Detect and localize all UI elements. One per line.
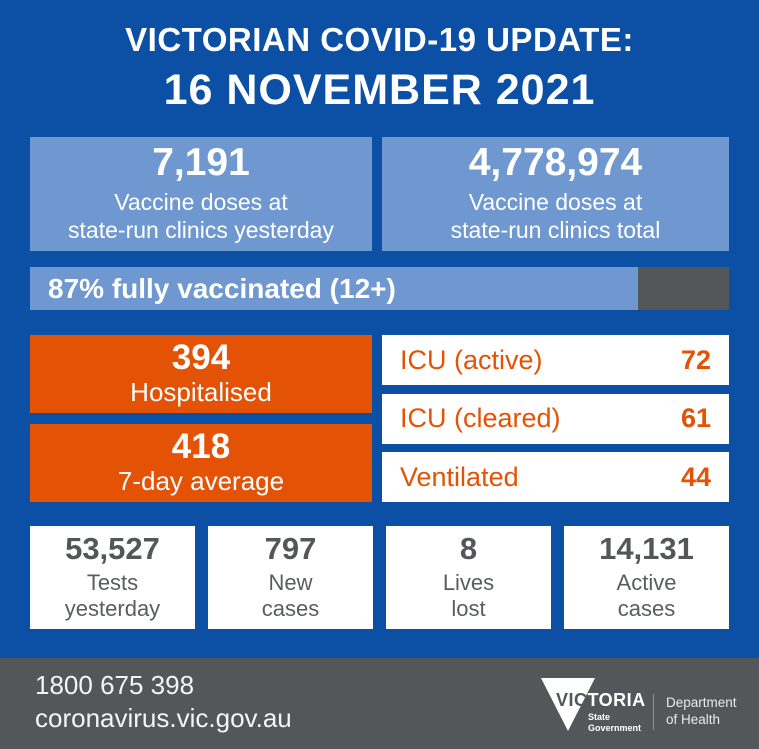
vaccine-doses-total-tile: 4,778,974 Vaccine doses at state-run cli… [382, 137, 729, 251]
victoria-wordmark-carved: VIC [556, 690, 588, 710]
ventilated-row: Ventilated 44 [382, 452, 729, 502]
hospitalised-label: Hospitalised [130, 377, 272, 408]
vaccine-doses-row: 7,191 Vaccine doses at state-run clinics… [30, 137, 729, 251]
new-cases-value: 797 [264, 531, 317, 567]
icu-cleared-value: 61 [680, 403, 711, 433]
state-label: State [588, 712, 611, 722]
daily-summary-row: 53,527 Tests yesterday 797 New cases 8 L… [30, 526, 729, 629]
caption-line: Vaccine doses at [468, 189, 643, 216]
victoria-wordmark: VICTORIA [556, 690, 646, 711]
vaccine-doses-yesterday-tile: 7,191 Vaccine doses at state-run clinics… [30, 137, 372, 251]
footer-contact: 1800 675 398 coronavirus.vic.gov.au [35, 669, 292, 735]
lives-lost-tile: 8 Lives lost [386, 526, 551, 629]
department-of-health-label: Department of Health [666, 694, 737, 728]
icu-cleared-label: ICU (cleared) [400, 403, 561, 433]
vaccine-doses-total-caption: Vaccine doses at state-run clinics total [451, 189, 661, 244]
caption-line: Tests [86, 569, 139, 595]
hospitalised-tile: 394 Hospitalised [30, 335, 372, 413]
footer: 1800 675 398 coronavirus.vic.gov.au VICT… [0, 658, 759, 749]
hospital-column: 394 Hospitalised 418 7-day average [30, 335, 372, 502]
state-government-label: State Government [588, 712, 641, 734]
hospital-icu-section: 394 Hospitalised 418 7-day average ICU (… [30, 335, 729, 502]
caption-line: Vaccine doses at [114, 189, 288, 216]
icu-column: ICU (active) 72 ICU (cleared) 61 Ventila… [382, 335, 729, 502]
vaccination-bar-label: 87% fully vaccinated (12+) [48, 272, 396, 304]
caption-line: cases [261, 595, 320, 621]
caption-line: yesterday [64, 595, 161, 621]
page-title: VICTORIAN COVID-19 UPDATE: [125, 21, 634, 58]
vaccination-progress-bar: 87% fully vaccinated (12+) [30, 267, 729, 310]
hospitalised-value: 394 [171, 337, 231, 377]
phone-number: 1800 675 398 [35, 670, 195, 700]
update-date: 16 NOVEMBER 2021 [163, 66, 596, 114]
vaccine-doses-yesterday-caption: Vaccine doses at state-run clinics yeste… [68, 189, 334, 244]
logo-divider [653, 694, 654, 730]
caption-line: Lives [442, 569, 495, 595]
caption-line: New [268, 569, 313, 595]
new-cases-caption: New cases [262, 570, 319, 622]
header: VICTORIAN COVID-19 UPDATE: 16 NOVEMBER 2… [30, 0, 729, 115]
icu-active-row: ICU (active) 72 [382, 335, 729, 385]
icu-cleared-row: ICU (cleared) 61 [382, 393, 729, 444]
vaccine-doses-total-value: 4,778,974 [468, 141, 643, 185]
caption-line: state-run clinics yesterday [68, 216, 334, 243]
new-cases-tile: 797 New cases [208, 526, 373, 629]
lives-lost-caption: Lives lost [443, 570, 494, 622]
lives-lost-value: 8 [459, 531, 478, 567]
department-line: Department [666, 695, 737, 710]
seven-day-average-tile: 418 7-day average [30, 424, 372, 502]
victoria-state-government-logo: VICTORIA State Government Department of … [541, 678, 741, 738]
website-url: coronavirus.vic.gov.au [35, 703, 292, 733]
seven-day-average-value: 418 [171, 426, 231, 466]
ventilated-value: 44 [680, 461, 711, 492]
active-cases-tile: 14,131 Active cases [564, 526, 729, 629]
vaccination-bar-fill: 87% fully vaccinated (12+) [30, 267, 639, 310]
ventilated-label: Ventilated [400, 461, 519, 492]
tests-yesterday-tile: 53,527 Tests yesterday [30, 526, 195, 629]
victoria-triangle-icon [541, 678, 595, 731]
department-line: of Health [666, 712, 721, 727]
active-cases-value: 14,131 [599, 531, 694, 567]
icu-active-label: ICU (active) [400, 344, 543, 375]
caption-line: cases [617, 595, 676, 621]
tests-yesterday-value: 53,527 [65, 531, 160, 567]
vaccine-doses-yesterday-value: 7,191 [152, 141, 250, 185]
caption-line: state-run clinics total [450, 216, 661, 243]
government-label: Government [588, 723, 642, 733]
caption-line: lost [451, 595, 486, 621]
active-cases-caption: Active cases [617, 570, 677, 622]
tests-yesterday-caption: Tests yesterday [65, 570, 160, 622]
seven-day-average-label: 7-day average [117, 466, 285, 497]
icu-active-value: 72 [680, 344, 711, 375]
victoria-wordmark-rest: TORIA [587, 690, 646, 710]
caption-line: Active [616, 569, 677, 595]
